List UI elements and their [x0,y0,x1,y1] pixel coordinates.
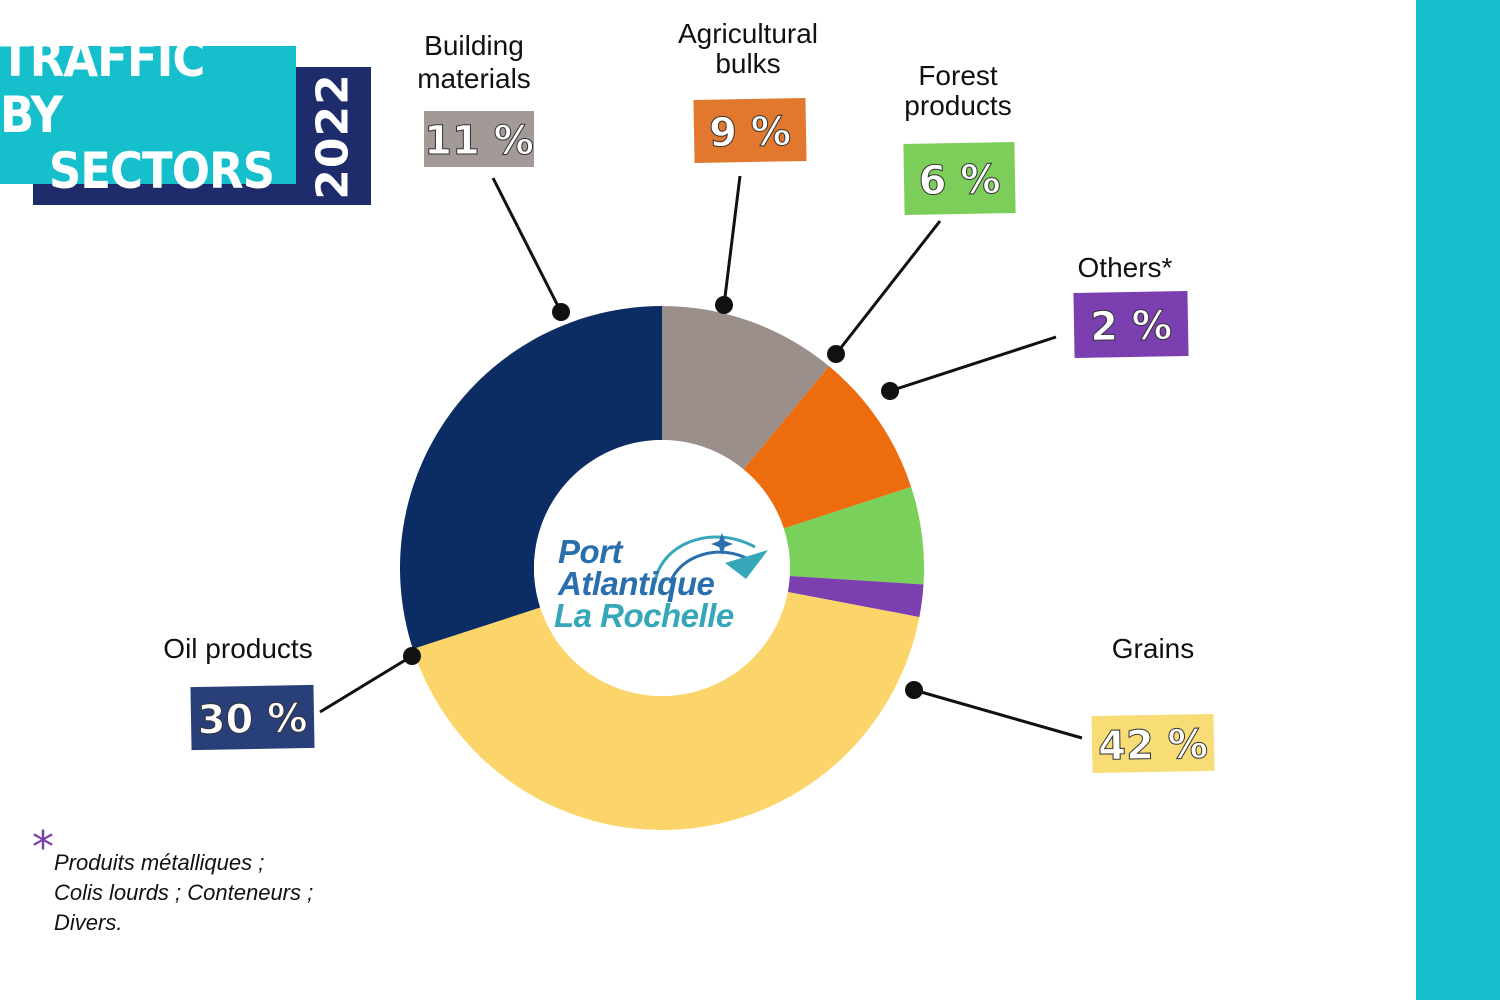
title-line-1: TRAFFIC BY [0,30,205,144]
category-label-agricultural-bulks-line-2: bulks [715,48,780,79]
leader-dot-forest-products [827,345,845,363]
slice-agricultural-bulks [743,366,912,529]
value-label-grains: 42 % [1098,722,1208,770]
category-label-building-materials-line-1: Building [424,30,524,61]
year-label-wrap: 2022 [300,67,366,205]
value-badge-oil-products: 30 % [190,684,315,751]
year-label: 2022 [307,72,359,200]
leader-dot-others [881,382,899,400]
value-badge-forest-products: 6 % [903,142,1016,215]
category-label-forest-products-line-1: Forest [918,60,998,91]
slice-others [787,576,924,618]
value-label-oil-products: 30 % [197,696,307,744]
value-label-building-materials: 11 % [424,118,534,164]
leader-line-agricultural-bulks [722,175,742,306]
slice-forest-products [783,487,924,585]
logo-text-atlantique: Atlantique [558,565,715,602]
value-badge-building-materials: 11 % [424,111,534,167]
leader-dot-building-materials [552,303,570,321]
logo-text-port: Port [558,533,623,570]
title-line-2: SECTORS [48,142,275,200]
value-badge-bg-oil-products [190,684,315,751]
leader-dot-grains [905,681,923,699]
logo-dome-icon [653,533,768,584]
leader-line-building-materials [491,177,563,313]
value-label-forest-products: 6 % [918,157,1001,204]
value-badge-others: 2 % [1073,291,1189,358]
leader-line-others [889,335,1057,393]
slice-grains [412,591,920,830]
value-badge-bg-building-materials [424,111,534,167]
slice-oil-products [400,306,662,649]
category-label-grains: Grains [1112,633,1194,664]
value-badge-grains: 42 % [1091,713,1215,774]
value-badge-agricultural-bulks: 9 % [693,98,807,163]
leader-line-forest-products [834,220,942,355]
value-badge-bg-grains [1091,713,1215,774]
right-accent-bar [1416,0,1500,1000]
category-label-others: Others* [1078,252,1173,283]
leader-dot-agricultural-bulks [715,296,733,314]
value-label-agricultural-bulks: 9 % [709,109,792,156]
category-label-oil-products: Oil products [163,633,312,664]
category-label-forest-products-line-2: products [904,90,1011,121]
donut-hole [534,440,790,696]
slice-building-materials [662,306,830,470]
title-banner: TRAFFIC BY SECTORS [0,31,296,199]
category-label-agricultural-bulks-line-1: Agricultural [678,18,818,49]
footnote-asterisk: * [32,822,54,873]
leader-dot-oil-products [403,647,421,665]
value-badge-bg-agricultural-bulks [693,98,807,163]
leader-line-grains [913,688,1083,740]
value-badge-bg-forest-products [903,142,1016,215]
logo-text-la-rochelle: La Rochelle [554,597,734,634]
footnote-text: Produits métalliques ; Colis lourds ; Co… [54,850,314,935]
leader-line-oil-products [319,654,413,714]
category-label-building-materials-line-2: materials [417,63,531,94]
value-badge-bg-others [1073,291,1189,358]
value-label-others: 2 % [1090,303,1173,350]
port-logo: Port Atlantique La Rochelle [550,505,780,645]
